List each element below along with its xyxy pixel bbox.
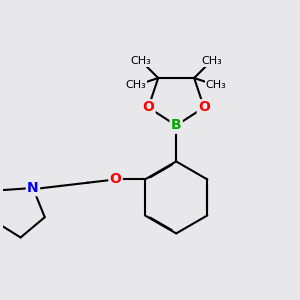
Text: CH₃: CH₃	[206, 80, 226, 90]
Text: O: O	[142, 100, 154, 115]
Text: N: N	[27, 181, 39, 195]
Text: O: O	[198, 100, 210, 115]
Text: B: B	[171, 118, 181, 133]
Text: CH₃: CH₃	[126, 80, 146, 90]
Text: O: O	[110, 172, 122, 186]
Text: CH₃: CH₃	[201, 56, 222, 66]
Text: CH₃: CH₃	[130, 56, 152, 66]
